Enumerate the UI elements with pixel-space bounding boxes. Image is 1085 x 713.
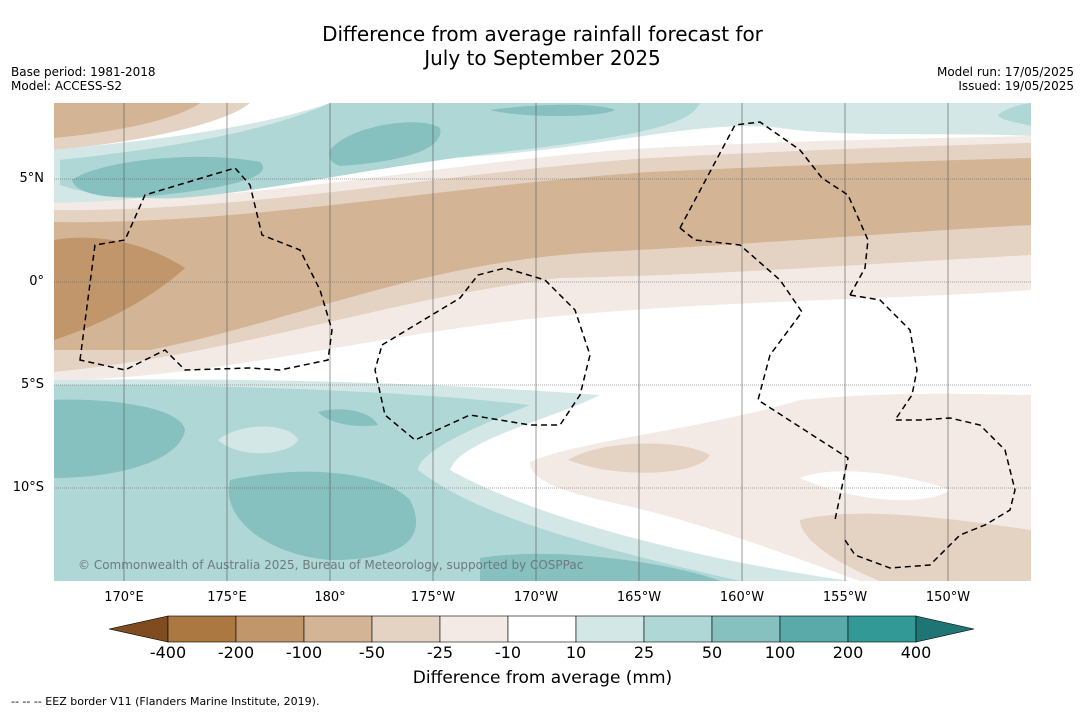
lat-label-0: 0° <box>29 274 44 289</box>
colorbar-segment <box>167 615 237 643</box>
colorbar-segment <box>235 615 305 643</box>
title-line-2: July to September 2025 <box>424 46 661 70</box>
colorbar-segment <box>371 615 441 643</box>
colorbar-tick-label: -200 <box>217 643 255 662</box>
colorbar-segment <box>439 615 509 643</box>
colorbar-tick-label: 200 <box>832 643 864 662</box>
lon-label-170e: 170°E <box>104 590 144 605</box>
model-name: Model: ACCESS-S2 <box>11 79 123 93</box>
wet-blob-ne <box>998 103 1031 126</box>
model-run-date: Model run: 17/05/2025 <box>936 65 1074 79</box>
wet-blob-north-50a <box>72 156 264 198</box>
lon-label-175w: 175°W <box>410 590 456 605</box>
colorbar-tick-label: -10 <box>494 643 522 662</box>
colorbar-segment <box>303 615 373 643</box>
colorbar-tick-label: -400 <box>149 643 187 662</box>
colorbar-tick-label: 400 <box>900 643 932 662</box>
lon-label-155w: 155°W <box>822 590 868 605</box>
eez-kiribati-gilbert <box>79 167 333 371</box>
colorbar-tick-label: 25 <box>633 643 655 662</box>
colorbar-segment <box>575 615 645 643</box>
colorbar-extend-low <box>108 615 169 643</box>
map-title: Difference from average rainfall forecas… <box>0 22 1085 70</box>
lon-label-165w: 165°W <box>616 590 662 605</box>
colorbar-extend-high <box>915 615 975 643</box>
eez-kiribati-line-south <box>679 227 849 521</box>
lat-label-5s: 5°S <box>20 377 44 392</box>
white-hole-se <box>800 471 950 501</box>
eez-cook-polynesia <box>844 294 1016 569</box>
lon-label-150w: 150°W <box>925 590 971 605</box>
issued-date: Issued: 19/05/2025 <box>958 79 1074 93</box>
colorbar-tick-label: -100 <box>285 643 323 662</box>
colorbar-segment <box>847 615 917 643</box>
eez-kiribati-line <box>679 121 869 296</box>
colorbar-tick-label: -25 <box>426 643 454 662</box>
graticule <box>123 103 949 581</box>
wet-blob-south-50a <box>54 399 185 478</box>
wet-blob-south-50b <box>228 471 417 560</box>
lon-label-160w: 160°W <box>719 590 765 605</box>
base-period: Base period: 1981-2018 <box>11 65 156 79</box>
colorbar-tick-label: 100 <box>764 643 796 662</box>
lon-label-170w: 170°W <box>513 590 559 605</box>
colorbar-segment <box>643 615 713 643</box>
wet-blob-north-50b <box>329 122 441 166</box>
top-strip-dry-core <box>54 103 200 138</box>
colorbar-segment <box>507 615 577 643</box>
meta-right: Model run: 17/05/2025 Issued: 19/05/2025 <box>937 65 1074 93</box>
colorbar-tick-label: 50 <box>701 643 723 662</box>
lat-label-5n: 5°N <box>19 171 45 186</box>
copyright-notice: © Commonwealth of Australia 2025, Bureau… <box>78 558 584 572</box>
colorbar-tick-label: -50 <box>358 643 386 662</box>
lon-label-180: 180° <box>314 590 346 605</box>
dry-core-200 <box>54 237 185 340</box>
wet-blob-south-50d <box>480 553 720 581</box>
lat-label-10s: 10°S <box>12 480 44 495</box>
eez-legend-note: -- -- -- EEZ border V11 (Flanders Marine… <box>11 695 320 708</box>
wet-band-south-25 <box>54 384 740 581</box>
colorbar-tick-label: 10 <box>565 643 587 662</box>
colorbar <box>108 615 975 643</box>
lon-label-175e: 175°E <box>207 590 247 605</box>
wet-blob-north-50c <box>490 104 615 116</box>
dry-band-100 <box>54 158 1031 350</box>
title-line-1: Difference from average rainfall forecas… <box>322 22 763 46</box>
wet-hole-light <box>218 426 298 454</box>
meta-left: Base period: 1981-2018 Model: ACCESS-S2 <box>11 65 156 93</box>
colorbar-title: Difference from average (mm) <box>412 668 673 688</box>
lat-lines <box>54 178 1031 489</box>
eez-borders <box>79 121 1016 569</box>
eez-tuvalu-tokelau <box>374 267 591 441</box>
colorbar-segment <box>711 615 781 643</box>
wet-blob-south-50c <box>318 409 378 427</box>
colorbar-segment <box>779 615 849 643</box>
